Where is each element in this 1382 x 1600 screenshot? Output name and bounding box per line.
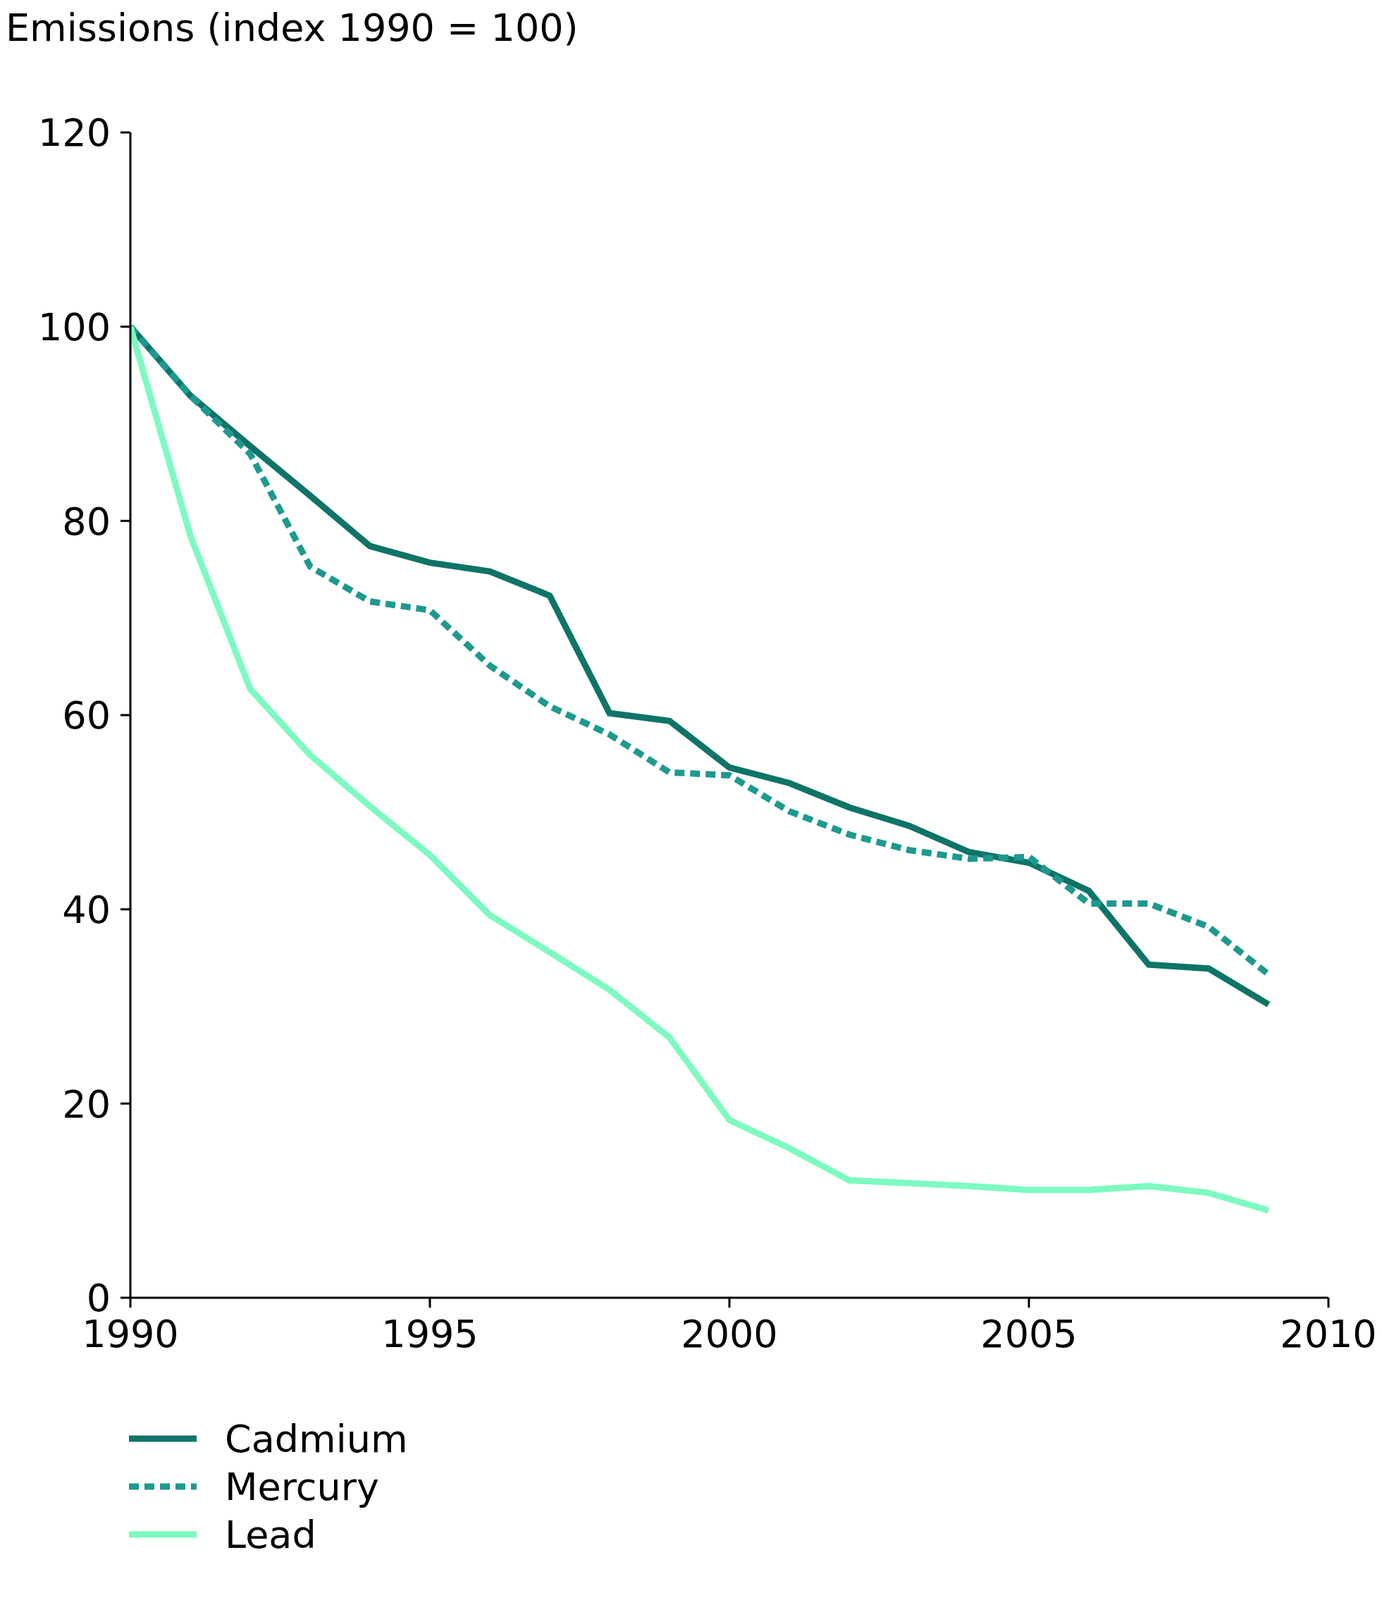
svg-text:1990: 1990 [81,1312,179,1357]
svg-text:60: 60 [62,693,111,738]
svg-text:2000: 2000 [680,1312,778,1357]
svg-text:20: 20 [62,1082,111,1127]
svg-text:100: 100 [38,305,111,350]
svg-text:120: 120 [38,110,111,156]
svg-text:1995: 1995 [381,1312,478,1357]
svg-text:80: 80 [62,499,111,545]
html-text:Cadmium: Cadmium [224,1416,408,1462]
html-text:Lead: Lead [224,1512,317,1558]
html-text:Emissions (index 1990 = 100): Emissions (index 1990 = 100) [5,5,579,51]
html-text:Mercury: Mercury [224,1464,380,1510]
svg-text:40: 40 [62,887,111,933]
svg-text:2010: 2010 [1279,1312,1377,1357]
svg-text:0: 0 [86,1276,111,1321]
svg-text:2005: 2005 [980,1312,1077,1357]
